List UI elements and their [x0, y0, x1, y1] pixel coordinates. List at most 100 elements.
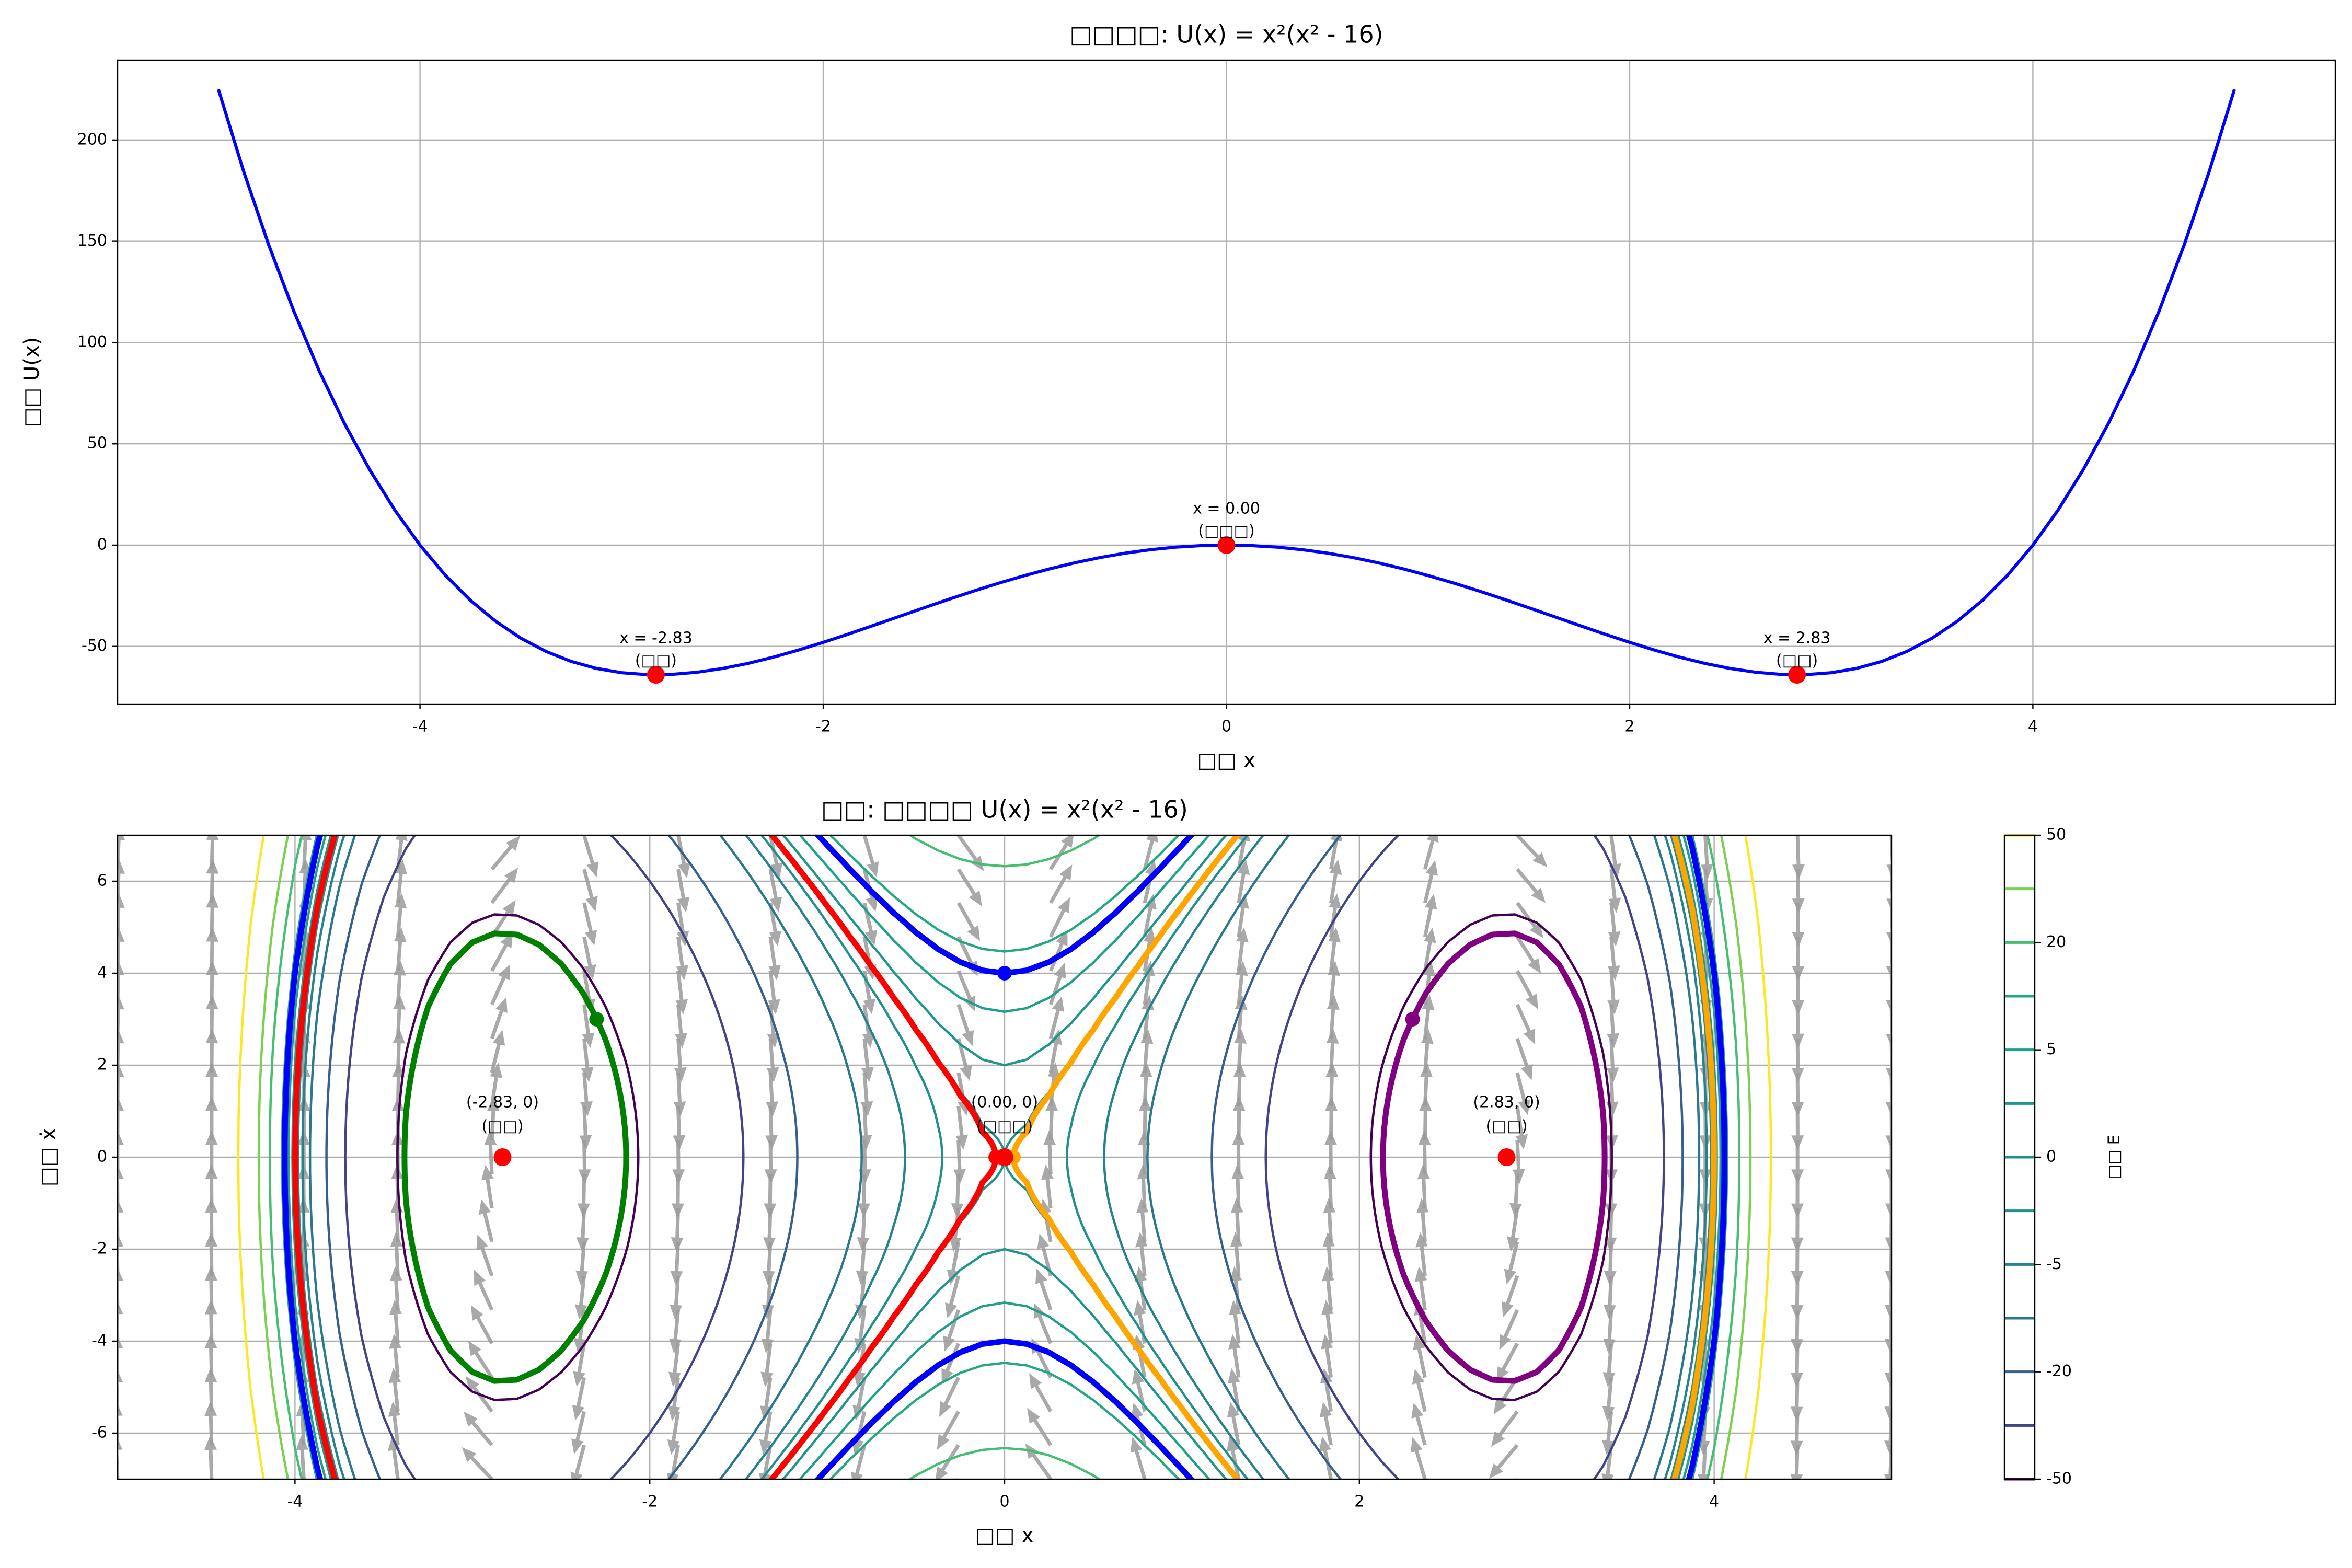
colorbar-tick-label: -5 [2046, 1255, 2062, 1273]
field-arrow [1607, 1004, 1620, 1048]
field-arrow [955, 1105, 969, 1150]
field-arrow [1143, 835, 1158, 870]
field-arrow [1420, 1062, 1433, 1106]
field-arrow [1423, 894, 1437, 938]
field-arrow [1236, 927, 1249, 972]
field-arrow [205, 995, 218, 1039]
field-arrow [490, 997, 508, 1040]
trajectory-start [1405, 1012, 1420, 1027]
colorbar-label: □□ E [2105, 1135, 2124, 1179]
field-arrow [1885, 1038, 1892, 1082]
point-label: (□□) [1485, 1117, 1527, 1136]
field-arrow [1496, 1342, 1519, 1382]
field-arrow [1516, 868, 1546, 903]
field-arrow [676, 869, 690, 913]
field-arrow [766, 1072, 779, 1116]
point-label: (-2.83, 0) [466, 1093, 539, 1112]
field-arrow [1489, 1444, 1519, 1479]
trajectory [1010, 835, 1717, 1479]
field-arrow [1041, 1165, 1054, 1209]
field-arrow [118, 1164, 124, 1208]
field-arrow [205, 1096, 218, 1140]
field-arrow [1319, 1402, 1333, 1446]
field-arrow [1329, 859, 1342, 903]
field-arrow [667, 1411, 680, 1455]
field-arrow [1410, 1437, 1427, 1479]
field-arrow [1130, 1437, 1147, 1479]
field-arrow [205, 1232, 218, 1276]
field-arrow [204, 1299, 217, 1344]
field-arrow [1049, 864, 1073, 904]
field-arrow [1327, 995, 1340, 1039]
field-arrow [118, 1435, 123, 1479]
field-arrow [1607, 937, 1620, 981]
plot-area [118, 835, 1892, 1479]
field-arrow [1325, 1062, 1339, 1106]
chart-title: □□□□: U(x) = x²(x² - 16) [1069, 20, 1383, 49]
y-tick-label: 0 [97, 1148, 107, 1166]
field-arrow [1045, 1096, 1058, 1140]
equilibrium-point [1217, 536, 1236, 554]
field-arrow [858, 1174, 871, 1218]
field-arrow [297, 1130, 310, 1174]
field-arrow [464, 1411, 493, 1447]
field-arrow [1515, 1037, 1533, 1080]
x-tick-label: -2 [642, 1493, 658, 1511]
field-arrow [390, 1232, 403, 1276]
field-arrow [764, 1174, 777, 1218]
field-arrow [1791, 1140, 1804, 1184]
field-arrow [205, 1164, 218, 1208]
field-arrow [1884, 1445, 1892, 1479]
chart-title: □□: □□□□ U(x) = x²(x² - 16) [821, 795, 1188, 824]
field-arrow [1419, 1096, 1432, 1140]
energy-contour [287, 835, 1722, 1479]
energy-contour [1369, 913, 1613, 1401]
field-arrow [857, 1208, 870, 1252]
field-arrow [1792, 1004, 1804, 1048]
field-arrow [582, 936, 596, 980]
field-arrow [393, 960, 406, 1005]
field-arrow [118, 893, 125, 937]
field-arrow [205, 1130, 218, 1174]
field-arrow [1607, 971, 1620, 1015]
equilibrium-point [1788, 666, 1806, 684]
field-arrow [118, 1401, 123, 1446]
field-arrow [1143, 894, 1157, 938]
field-arrow [490, 932, 513, 972]
field-arrow [570, 1444, 586, 1479]
field-arrow [1416, 1198, 1429, 1242]
field-arrow [1603, 1309, 1616, 1354]
field-arrow [761, 1309, 774, 1354]
field-arrow [1423, 927, 1436, 972]
energy-contour [301, 835, 906, 1479]
field-arrow [490, 1063, 503, 1106]
energy-contour [344, 835, 745, 1479]
y-tick-label: 200 [77, 130, 107, 148]
axes-frame [117, 59, 2336, 705]
field-arrow [1886, 937, 1892, 981]
field-arrow [1135, 1232, 1148, 1276]
field-arrow [1791, 1073, 1804, 1117]
field-arrow [1049, 897, 1070, 938]
field-arrow [577, 1174, 590, 1218]
point-label: (□□) [635, 652, 677, 670]
field-arrow [1139, 1062, 1152, 1106]
field-arrow [935, 1444, 960, 1479]
field-arrow [1025, 1443, 1053, 1479]
field-arrow [1515, 1004, 1536, 1045]
field-arrow [956, 835, 984, 871]
field-arrow [1325, 1096, 1338, 1140]
field-arrow [1499, 1309, 1519, 1350]
field-arrow [1233, 1062, 1246, 1106]
field-arrow [205, 1062, 218, 1106]
y-tick-label: -2 [91, 1240, 107, 1258]
field-arrow [1791, 1241, 1804, 1286]
field-arrow [118, 835, 125, 870]
colorbar-tick-label: 0 [2046, 1148, 2056, 1166]
field-arrow [1886, 903, 1892, 947]
field-arrow [1608, 903, 1621, 947]
field-arrow [389, 1266, 402, 1310]
trajectory [1380, 930, 1608, 1384]
field-arrow [1884, 1343, 1892, 1388]
energy-contour [296, 835, 943, 1479]
